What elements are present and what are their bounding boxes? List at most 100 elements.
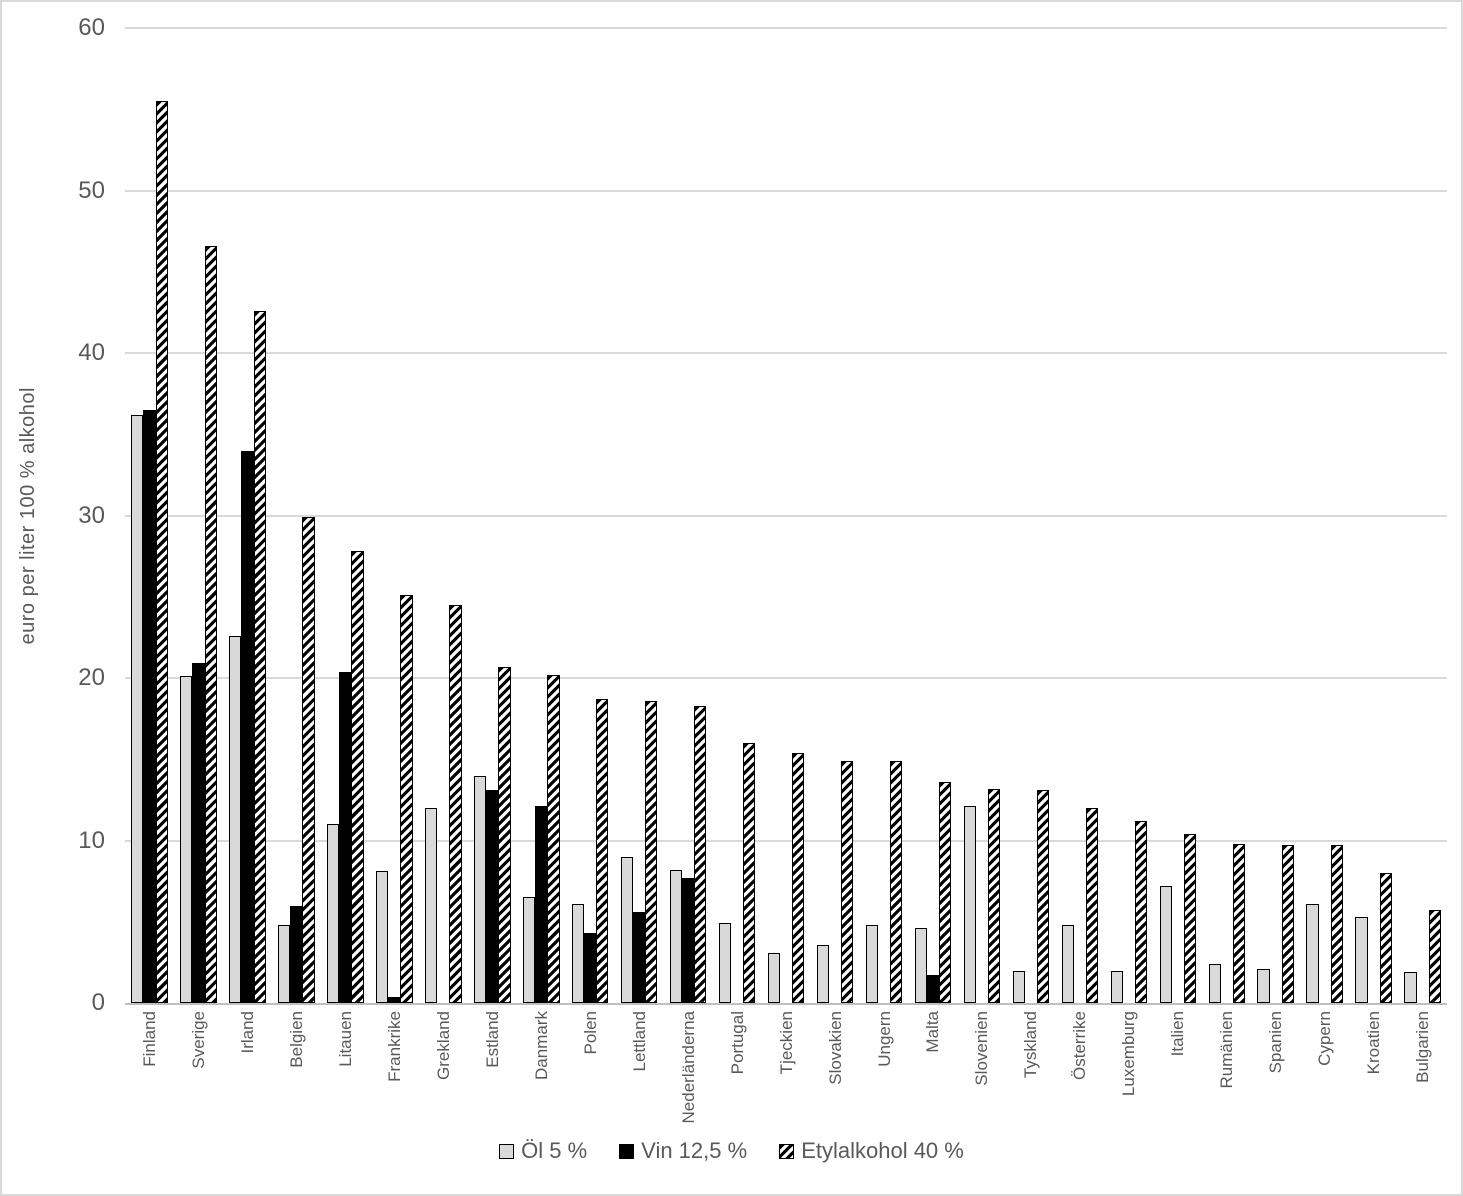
bar-group (272, 28, 321, 1003)
bar-group (1398, 28, 1447, 1003)
bar (131, 414, 144, 1003)
bar (816, 944, 829, 1003)
bar-group (1202, 28, 1251, 1003)
bar (498, 666, 511, 1003)
bar (1379, 873, 1392, 1003)
legend-item-spirit: Etylalkohol 40 % (779, 1138, 964, 1164)
bar (596, 699, 609, 1003)
gridline (125, 677, 1447, 680)
bar (229, 635, 242, 1003)
bar (241, 450, 254, 1003)
bar (645, 700, 658, 1003)
bar (351, 551, 364, 1003)
legend-marker-beer (499, 1143, 515, 1159)
bar-group (370, 28, 419, 1003)
bar (1012, 970, 1025, 1003)
bar (939, 782, 952, 1003)
bar (584, 933, 597, 1003)
bar-group (125, 28, 174, 1003)
bar-groups (125, 28, 1447, 1003)
bar (204, 245, 217, 1003)
bar (449, 604, 462, 1003)
y-tick-label: 50 (78, 176, 105, 204)
legend-label-wine: Vin 12,5 % (641, 1138, 748, 1163)
bar (290, 905, 303, 1003)
bar-group (223, 28, 272, 1003)
bar (963, 806, 976, 1003)
bar-group (1104, 28, 1153, 1003)
bar-group (1300, 28, 1349, 1003)
y-tick-label: 20 (78, 664, 105, 692)
bar (1061, 925, 1074, 1003)
bar (988, 788, 1001, 1003)
bar (155, 101, 168, 1003)
legend-label-spirit: Etylalkohol 40 % (801, 1138, 964, 1163)
bar-group (566, 28, 615, 1003)
bar-group (811, 28, 860, 1003)
bar (718, 923, 732, 1003)
bar (400, 595, 413, 1003)
bar (1355, 916, 1368, 1003)
bar-group (419, 28, 468, 1003)
bar-group (1055, 28, 1104, 1003)
bar (388, 996, 401, 1003)
bar (571, 903, 585, 1003)
bar (1404, 972, 1417, 1003)
bar (1183, 834, 1197, 1003)
bar (841, 760, 854, 1003)
bar (865, 925, 878, 1003)
bar-group (174, 28, 223, 1003)
y-axis-ticks: 0 10 20 30 40 50 60 (42, 16, 105, 1015)
bar (792, 752, 805, 1003)
bar (633, 912, 646, 1003)
legend-marker-spirit (779, 1143, 795, 1159)
bar (339, 671, 352, 1003)
bar (327, 824, 340, 1003)
bar (1428, 910, 1441, 1003)
bar (767, 952, 780, 1003)
bar (302, 517, 315, 1003)
bar-group (860, 28, 909, 1003)
bar (1306, 903, 1319, 1003)
bar-group (713, 28, 762, 1003)
bar (1281, 845, 1295, 1003)
bar (1330, 845, 1344, 1003)
bar (1037, 790, 1050, 1003)
bar (620, 856, 634, 1003)
bar (547, 674, 560, 1003)
bar (694, 705, 707, 1003)
bar (1257, 968, 1270, 1003)
bar-group (1006, 28, 1055, 1003)
bar (192, 663, 205, 1003)
bar (473, 775, 487, 1003)
bar-group (517, 28, 566, 1003)
bar (376, 871, 389, 1003)
bar (1208, 964, 1221, 1003)
bar (1134, 821, 1148, 1003)
gridline (125, 27, 1447, 29)
gridline (125, 352, 1447, 355)
bar-group (468, 28, 517, 1003)
y-tick-label: 0 (91, 989, 105, 1016)
gridline (125, 839, 1447, 842)
bar (890, 760, 903, 1003)
legend: Öl 5 % Vin 12,5 % Etylalkohol 40 % (2, 1138, 1461, 1164)
legend-label-beer: Öl 5 % (521, 1138, 588, 1163)
bar (143, 409, 156, 1003)
bar (1159, 886, 1172, 1003)
bar (180, 676, 193, 1003)
bar (278, 925, 291, 1003)
y-tick-label: 10 (78, 826, 105, 854)
bar (425, 808, 438, 1003)
bar-group (664, 28, 713, 1003)
gridline (125, 514, 1447, 517)
bar-group (1349, 28, 1398, 1003)
bar (253, 310, 266, 1003)
plot-area (125, 27, 1447, 1005)
bar-group (909, 28, 958, 1003)
bar-group (1251, 28, 1300, 1003)
bar-group (762, 28, 811, 1003)
y-axis-title-text: euro per liter 100 % alkohol (16, 386, 39, 645)
legend-item-beer: Öl 5 % (499, 1138, 587, 1164)
